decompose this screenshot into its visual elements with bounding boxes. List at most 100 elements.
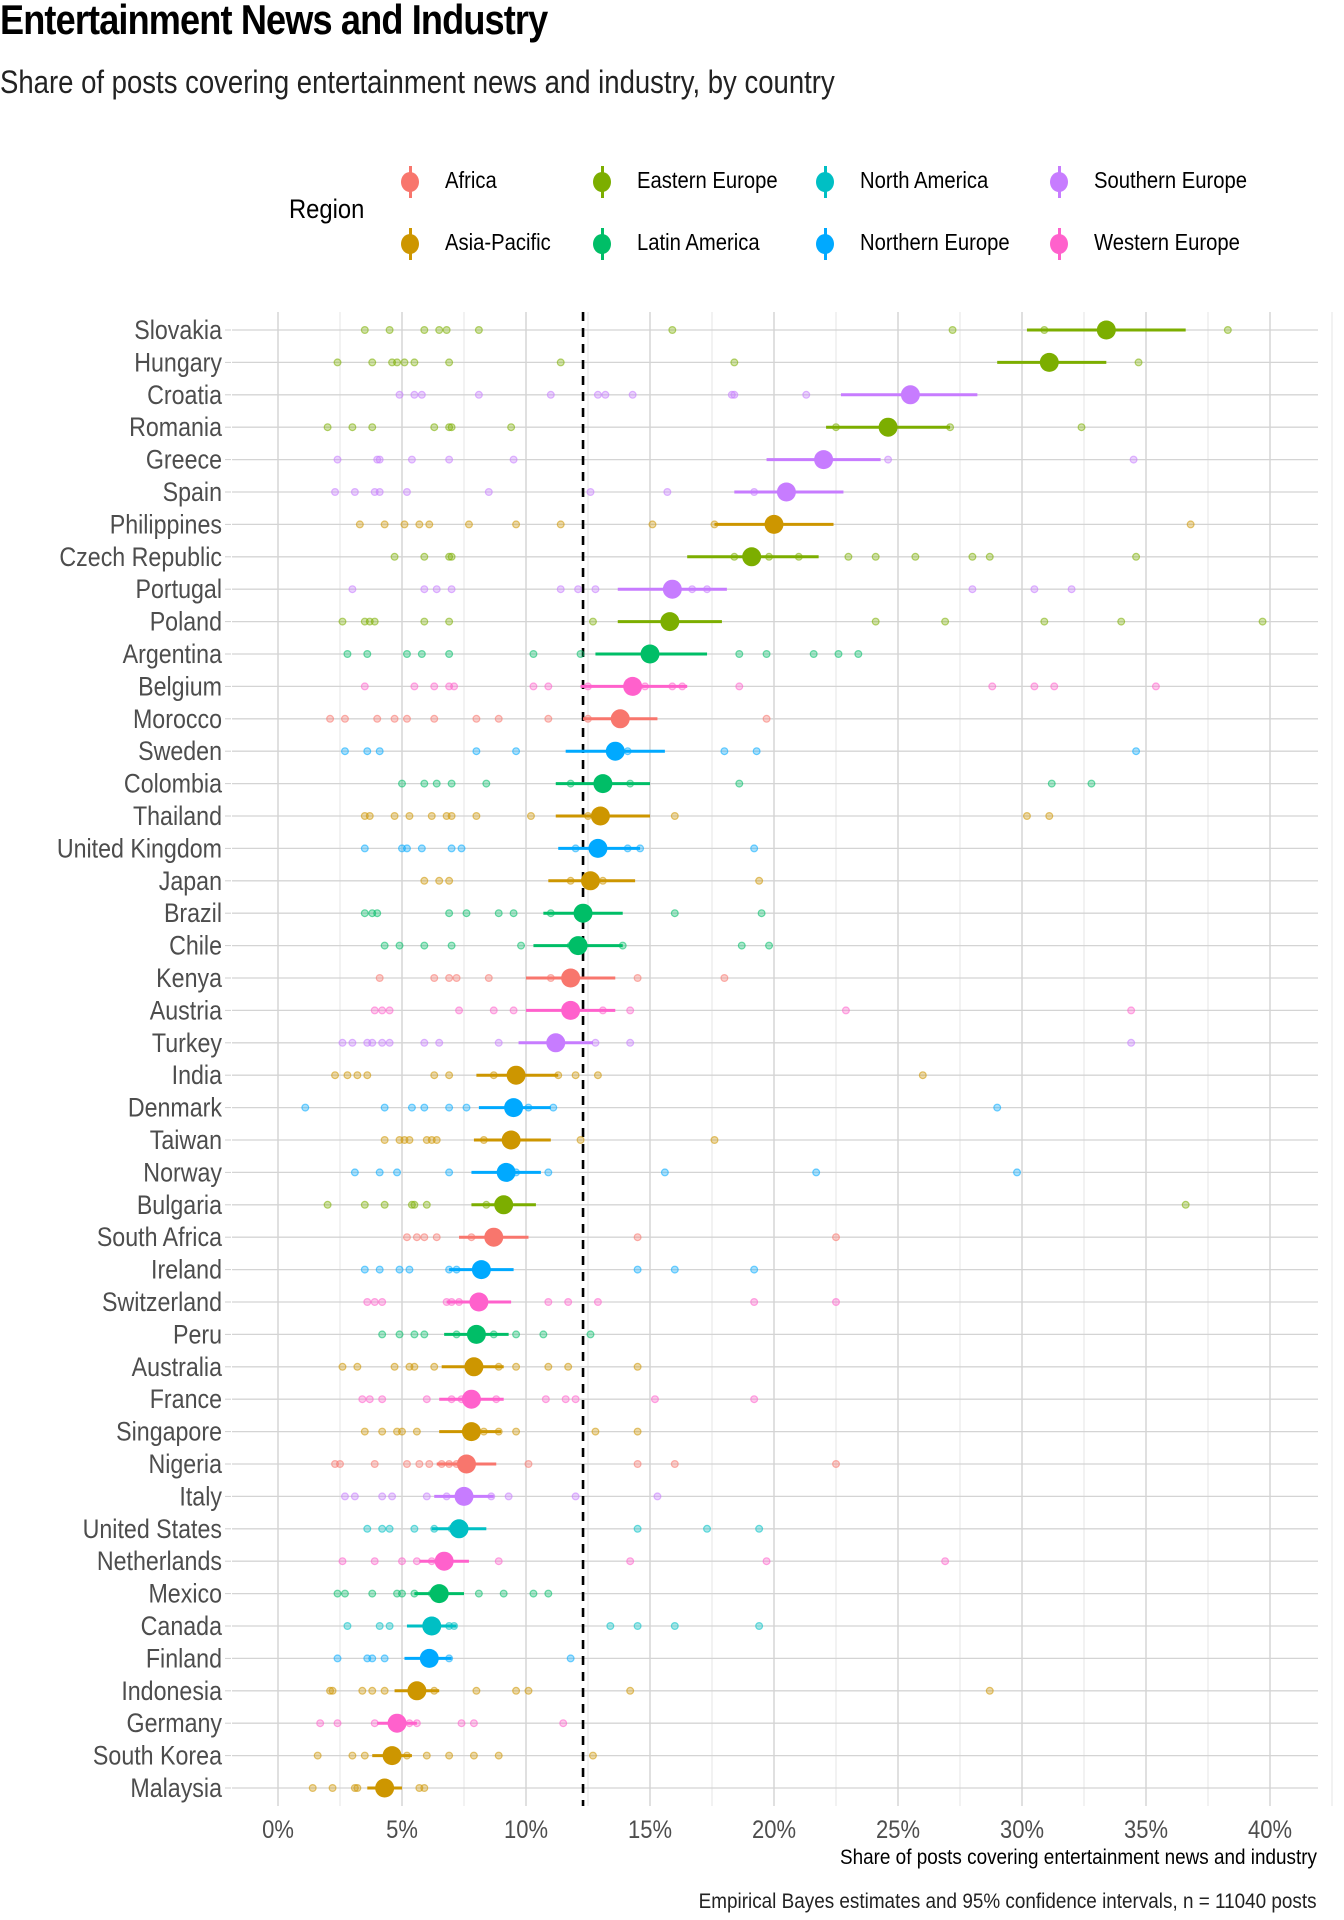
post-point bbox=[452, 973, 461, 982]
post-point bbox=[402, 1459, 411, 1468]
post-point bbox=[591, 585, 600, 594]
y-tick-label: Philippines bbox=[110, 510, 222, 540]
legend-label: Northern Europe bbox=[860, 229, 1010, 255]
post-point bbox=[378, 1427, 387, 1436]
post-point bbox=[482, 779, 491, 788]
post-point bbox=[633, 973, 642, 982]
x-tick-label: 30% bbox=[1000, 1816, 1044, 1840]
post-point bbox=[988, 682, 997, 691]
post-point bbox=[462, 909, 471, 918]
y-tick-label: Canada bbox=[141, 1611, 222, 1641]
y-tick-label: Ireland bbox=[151, 1255, 222, 1285]
post-point bbox=[410, 358, 419, 367]
x-tick-label: 10% bbox=[504, 1816, 548, 1840]
y-tick-label: Sweden bbox=[138, 737, 222, 767]
y-tick-label: Portugal bbox=[136, 575, 222, 605]
post-point bbox=[415, 1459, 424, 1468]
estimate-point bbox=[466, 1324, 486, 1344]
post-point bbox=[1127, 1006, 1136, 1015]
post-point bbox=[425, 520, 434, 529]
y-tick-label: Poland bbox=[150, 607, 222, 637]
estimate-point bbox=[573, 903, 593, 923]
post-point bbox=[407, 1200, 416, 1209]
post-point bbox=[360, 1427, 369, 1436]
post-point bbox=[380, 941, 389, 950]
post-point bbox=[985, 552, 994, 561]
post-point bbox=[447, 552, 456, 561]
post-point bbox=[363, 1524, 372, 1533]
post-point bbox=[450, 682, 459, 691]
post-point bbox=[405, 1135, 414, 1144]
legend-label: North America bbox=[860, 167, 989, 193]
post-point bbox=[368, 1038, 377, 1047]
post-point bbox=[445, 649, 454, 658]
post-point bbox=[593, 1297, 602, 1306]
chart-subtitle: Share of posts covering entertainment ne… bbox=[0, 64, 835, 100]
post-point bbox=[626, 1038, 635, 1047]
post-point bbox=[472, 714, 481, 723]
post-point bbox=[529, 649, 538, 658]
post-point bbox=[1087, 779, 1096, 788]
post-point bbox=[509, 909, 518, 918]
estimate-point bbox=[900, 385, 920, 405]
estimate-point bbox=[501, 1130, 521, 1150]
estimate-point bbox=[561, 1000, 581, 1020]
y-tick-label: Turkey bbox=[152, 1028, 222, 1058]
post-point bbox=[402, 714, 411, 723]
estimate-point bbox=[662, 579, 682, 599]
estimate-point bbox=[461, 1422, 481, 1442]
y-tick-label: United Kingdom bbox=[57, 834, 222, 864]
post-point bbox=[445, 876, 454, 885]
post-point bbox=[509, 1006, 518, 1015]
estimate-point bbox=[742, 547, 762, 567]
y-tick-label: Switzerland bbox=[102, 1287, 222, 1317]
post-point bbox=[556, 520, 565, 529]
post-point bbox=[385, 1524, 394, 1533]
post-point bbox=[445, 455, 454, 464]
post-point bbox=[420, 1330, 429, 1339]
post-point bbox=[469, 1751, 478, 1760]
post-point bbox=[660, 1168, 669, 1177]
post-point bbox=[750, 1297, 759, 1306]
post-point bbox=[831, 1459, 840, 1468]
y-tick-label: Chile bbox=[169, 931, 222, 961]
post-point bbox=[328, 1783, 337, 1792]
estimate-point bbox=[387, 1713, 407, 1733]
post-point bbox=[360, 682, 369, 691]
estimate-point bbox=[494, 1195, 514, 1215]
post-point bbox=[750, 844, 759, 853]
post-point bbox=[670, 811, 679, 820]
estimate-point bbox=[623, 676, 643, 696]
post-point bbox=[432, 585, 441, 594]
post-point bbox=[333, 1719, 342, 1728]
post-point bbox=[430, 973, 439, 982]
post-point bbox=[380, 1200, 389, 1209]
post-point bbox=[871, 617, 880, 626]
post-point bbox=[484, 973, 493, 982]
post-point bbox=[457, 844, 466, 853]
post-point bbox=[378, 1297, 387, 1306]
post-point bbox=[650, 1395, 659, 1404]
post-point bbox=[420, 941, 429, 950]
post-point bbox=[541, 1395, 550, 1404]
x-tick-label: 40% bbox=[1248, 1816, 1292, 1840]
post-point bbox=[884, 455, 893, 464]
post-point bbox=[375, 1621, 384, 1630]
post-point bbox=[720, 747, 729, 756]
legend-title: Region bbox=[289, 194, 365, 224]
post-point bbox=[494, 1751, 503, 1760]
post-point bbox=[420, 326, 429, 335]
post-point bbox=[378, 1330, 387, 1339]
post-point bbox=[941, 617, 950, 626]
post-point bbox=[985, 1686, 994, 1695]
post-point bbox=[445, 1168, 454, 1177]
estimate-point bbox=[610, 709, 630, 729]
post-point bbox=[494, 909, 503, 918]
post-point bbox=[1186, 520, 1195, 529]
post-point bbox=[670, 909, 679, 918]
post-point bbox=[755, 1524, 764, 1533]
legend-key-icon bbox=[592, 224, 612, 264]
post-point bbox=[626, 1686, 635, 1695]
post-point bbox=[633, 1233, 642, 1242]
y-tick-label: Brazil bbox=[164, 899, 222, 929]
